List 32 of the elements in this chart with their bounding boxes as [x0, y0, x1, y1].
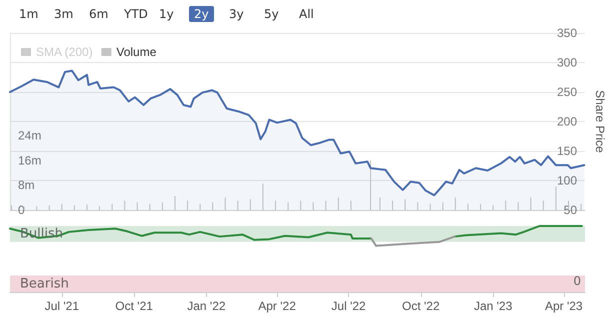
text: 6m [88, 6, 110, 22]
band-label: Bearish [20, 276, 69, 292]
x-tick-label: Apr '23 [544, 299, 583, 313]
x-tick-label: Apr '22 [258, 299, 296, 313]
y-tick-label: 150 [556, 144, 578, 158]
x-tick-label: Jul '22 [331, 299, 366, 313]
y-tick-label: 100 [556, 174, 578, 188]
legend-label: Volume [116, 45, 157, 59]
y-tick-label: 200 [556, 114, 578, 128]
text: 3y [228, 6, 245, 22]
y-tick-label: 250 [556, 85, 578, 99]
text: All [298, 6, 315, 22]
text: 2y [189, 6, 214, 22]
text: 3m [53, 6, 74, 22]
y2-tick-label: 8m [18, 178, 35, 192]
x-tick-label: Jan '23 [474, 299, 513, 313]
y2-tick-label: 16m [18, 153, 42, 168]
y-tick-label: 50 [564, 203, 578, 217]
annotation: 0 [573, 274, 581, 288]
x-tick-label: Oct '21 [115, 299, 154, 313]
y-tick-label: 300 [556, 56, 578, 70]
text: YTD [123, 6, 149, 22]
y2-tick-label: 0 [18, 203, 25, 217]
x-tick-label: Jan '22 [187, 299, 226, 313]
text: 5y [263, 6, 280, 22]
y-axis-title: Share Price [592, 90, 607, 154]
x-tick-label: Oct '22 [402, 299, 440, 313]
x-tick-label: Jul '21 [44, 299, 80, 313]
text: 1y [158, 6, 175, 22]
y2-tick-label: 24m [18, 128, 42, 142]
text: 1m [18, 6, 40, 22]
y-tick-label: 350 [556, 26, 578, 40]
